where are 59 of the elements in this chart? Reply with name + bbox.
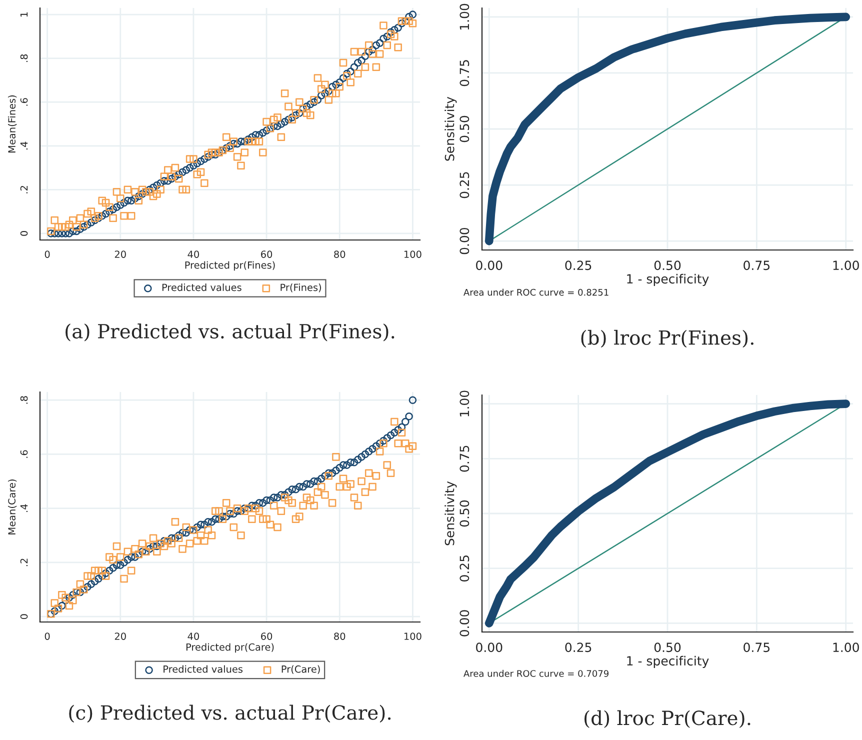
text: (c) Predicted vs. actual Pr(Care). [69,704,391,723]
x-axis-title: Predicted pr(Care) [186,643,274,653]
legend-label: Pr(Fines) [280,284,321,292]
y-tick-label: 0.25 [460,556,470,582]
text: (a) Predicted vs. actual Pr(Fines). [66,324,394,342]
x-tick-label: 80 [334,250,346,258]
y-tick-label: 0.75 [460,446,470,472]
x-tick-label: 0 [44,632,50,640]
x-tick-label: 60 [261,250,272,258]
y-axis-title: Mean(Fines) [8,95,17,152]
x-tick-label: 40 [188,632,199,640]
x-tick-label: 0.00 [476,642,502,652]
x-tick-label: 0.75 [744,642,770,652]
x-tick-label: 0.50 [654,642,681,652]
x-tick-label: 100 [404,632,422,640]
y-tick-label: .2 [20,558,28,566]
x-tick-label: 0.50 [654,260,681,270]
legend-label: Pr(Care) [282,665,320,674]
y-tick-label: .6 [20,450,28,458]
y-tick-label: 0.75 [460,60,470,86]
y-tick-label: .8 [20,396,28,404]
y-tick-label: .4 [20,142,28,150]
y-tick-label: .8 [20,54,28,62]
y-tick-label: 0 [20,614,28,620]
text: Area under ROC curve = 0.8251 [464,288,608,296]
y-tick-label: 1.00 [460,4,470,30]
text: (d) lroc Pr(Care). [584,710,750,728]
legend-label: Predicted values [162,284,242,292]
x-tick-label: 100 [404,250,422,258]
x-tick-label: 0.25 [565,260,592,270]
x-tick-label: 20 [114,250,126,258]
text: (b) lroc Pr(Fines). [581,330,754,348]
x-tick-label: 0.75 [744,260,770,270]
y-tick-label: 1.00 [460,390,470,416]
x-tick-label: 0.00 [476,260,502,270]
x-tick-label: 0.25 [565,642,592,652]
x-axis-title: 1 - specificity [627,274,709,286]
legend-label: Predicted values [164,665,243,673]
x-tick-label: 40 [188,250,199,258]
x-tick-label: 80 [334,632,346,640]
x-tick-label: 20 [114,632,126,640]
x-tick-label: 1.00 [833,642,859,652]
y-tick-label: 0.50 [460,500,470,527]
text: Area under ROC curve = 0.7079 [464,670,609,677]
y-tick-label: 0.25 [460,172,470,198]
y-axis-title: Sensitivity [444,96,457,161]
y-tick-label: 0 [20,230,28,236]
x-tick-label: 60 [261,632,272,640]
y-tick-label: .4 [20,504,28,512]
x-tick-label: 0 [44,250,50,258]
y-axis-title: Mean(Care) [8,480,17,534]
y-axis-title: Sensitivity [444,481,457,546]
y-tick-label: .2 [20,186,28,194]
y-tick-label: .6 [20,98,28,106]
x-axis-title: Predicted pr(Fines) [185,261,275,271]
x-tick-label: 1.00 [833,260,859,270]
y-tick-label: 1 [20,12,28,17]
y-tick-label: 0.50 [460,116,470,142]
x-axis-title: 1 - specificity [627,656,709,668]
